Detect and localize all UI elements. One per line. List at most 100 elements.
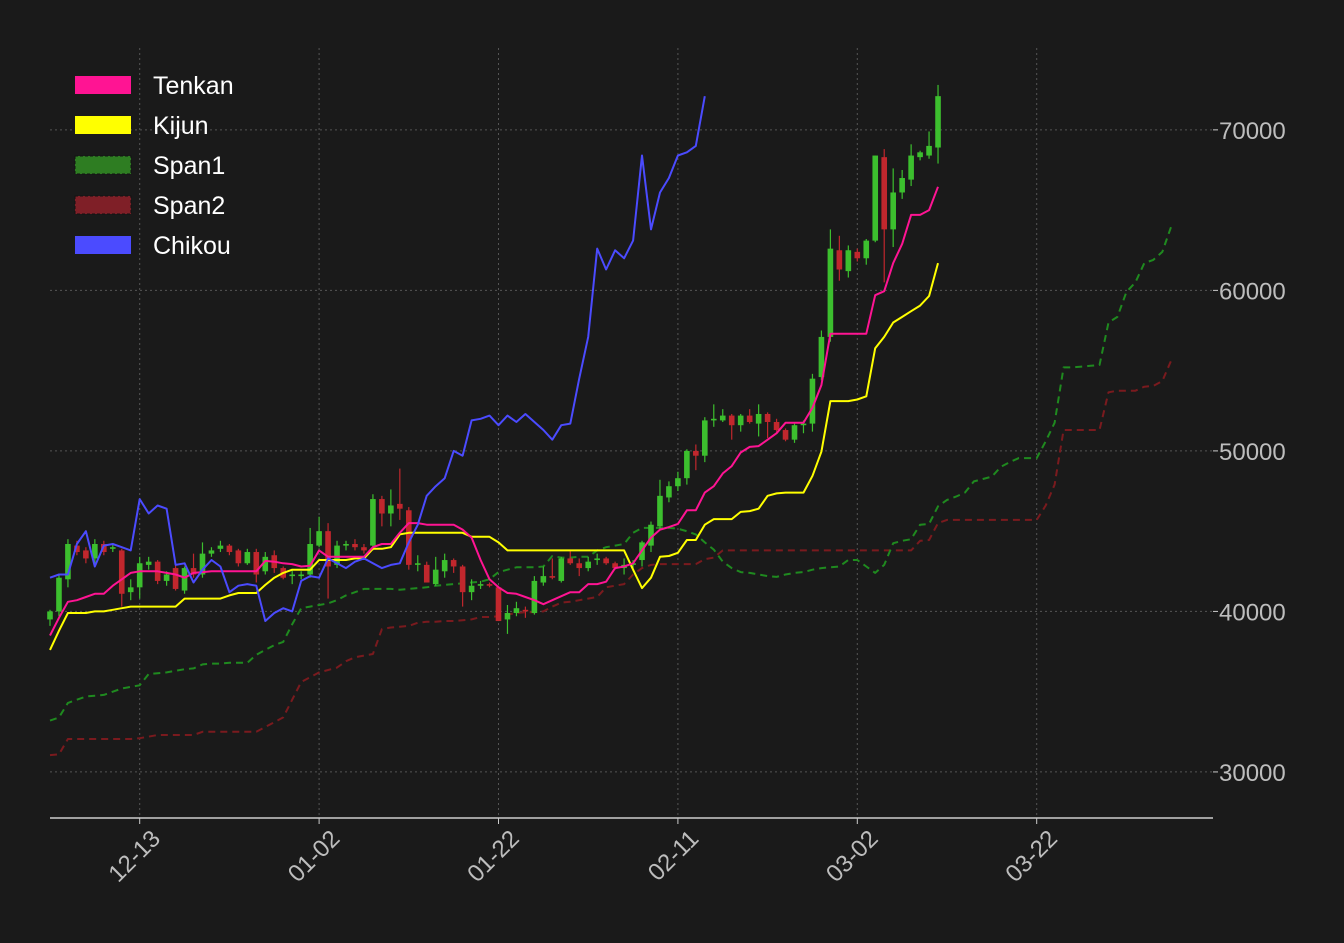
y-tick-label: 30000: [1219, 760, 1286, 787]
candle-body: [127, 587, 134, 593]
candle-body: [432, 569, 439, 585]
legend-label-kijun: Kijun: [153, 112, 209, 140]
candle-body: [163, 574, 170, 581]
legend-swatch-span1: [74, 155, 132, 175]
candle-body: [316, 531, 322, 546]
candle-body: [719, 415, 726, 421]
candle-body: [603, 558, 609, 564]
candle-body: [827, 248, 834, 337]
candle-body: [414, 563, 421, 565]
candle-body: [800, 423, 807, 426]
candle-body: [818, 336, 825, 378]
candle-body: [935, 96, 941, 148]
candle-body: [208, 550, 215, 554]
candle-body: [809, 378, 816, 424]
candlesticks: [47, 84, 941, 634]
candle-body: [531, 580, 538, 614]
candle-body: [585, 561, 591, 569]
candle-body: [693, 450, 699, 456]
legend-swatch-chikou: [75, 236, 131, 254]
candle-body: [235, 550, 242, 564]
candle-body: [782, 430, 789, 440]
candle-body: [199, 553, 206, 575]
candle-body: [881, 157, 888, 230]
indicator-lines: [49, 96, 939, 651]
candle-body: [370, 499, 376, 546]
candle-body: [657, 495, 663, 527]
candle-body: [513, 608, 520, 614]
candle-body: [406, 510, 412, 565]
chikou-line: [49, 96, 706, 622]
candle-body: [863, 240, 870, 259]
candle-body: [334, 545, 340, 565]
candle-body: [397, 503, 403, 509]
candle-body: [423, 564, 430, 583]
kijun-line: [49, 262, 939, 651]
candle-body: [298, 574, 304, 577]
candle-body: [737, 415, 744, 426]
candle-body: [495, 587, 502, 622]
candle-body: [459, 566, 466, 593]
candle-body: [540, 576, 547, 583]
candle-body: [172, 568, 179, 589]
candle-body: [253, 552, 260, 575]
candle-body: [468, 585, 475, 593]
candle-body: [576, 563, 583, 569]
candle-body: [109, 547, 116, 549]
legend-label-chikou: Chikou: [153, 232, 231, 260]
candle-body: [522, 609, 529, 612]
candle-body: [343, 543, 349, 546]
candle-body: [118, 550, 125, 594]
grid-lines: [50, 48, 1213, 818]
candle-body: [594, 558, 600, 561]
tenkan-line: [49, 186, 939, 636]
candle-body: [702, 420, 708, 456]
candle-body: [854, 251, 861, 259]
candle-body: [549, 576, 556, 578]
candle-body: [917, 152, 923, 158]
candle-body: [352, 543, 358, 548]
candle-body: [899, 178, 905, 193]
candle-body: [728, 415, 735, 426]
candle-body: [845, 250, 852, 272]
candle-body: [908, 155, 914, 180]
candle-body: [764, 413, 771, 423]
candle-body: [307, 543, 313, 575]
candle-body: [136, 563, 143, 588]
candle-body: [558, 558, 565, 581]
legend-label-span2: Span2: [153, 192, 225, 220]
candle-body: [504, 613, 511, 620]
legend-swatch-span2: [74, 195, 132, 215]
y-tick-label: 60000: [1219, 278, 1286, 305]
candle-body: [791, 425, 798, 440]
candle-body: [361, 547, 367, 551]
span2-line: [49, 359, 1173, 757]
candle-body: [145, 561, 152, 565]
candle-body: [926, 145, 932, 156]
candle-body: [226, 545, 233, 553]
candle-body: [675, 478, 681, 487]
legend-swatch-kijun: [75, 116, 131, 134]
legend-label-tenkan: Tenkan: [153, 72, 234, 100]
span1-line: [49, 225, 1173, 722]
legend-label-span1: Span1: [153, 152, 225, 180]
candle-body: [836, 250, 843, 270]
candle-body: [56, 577, 62, 612]
candle-body: [388, 505, 394, 514]
candle-body: [47, 611, 53, 620]
candle-body: [648, 524, 654, 546]
legend: Tenkan Kijun Span1 Span2 Chikou: [74, 72, 234, 260]
candle-body: [217, 545, 224, 549]
candle-body: [325, 531, 331, 567]
span2-series: [49, 359, 1173, 757]
candle-body: [612, 563, 618, 569]
span1-series: [49, 225, 1173, 722]
candle-body: [450, 560, 457, 567]
candle-body: [262, 556, 269, 572]
y-tick-label: 50000: [1219, 439, 1286, 466]
candle-body: [244, 552, 251, 564]
candle-body: [710, 418, 717, 421]
y-tick-label: 40000: [1219, 599, 1286, 626]
